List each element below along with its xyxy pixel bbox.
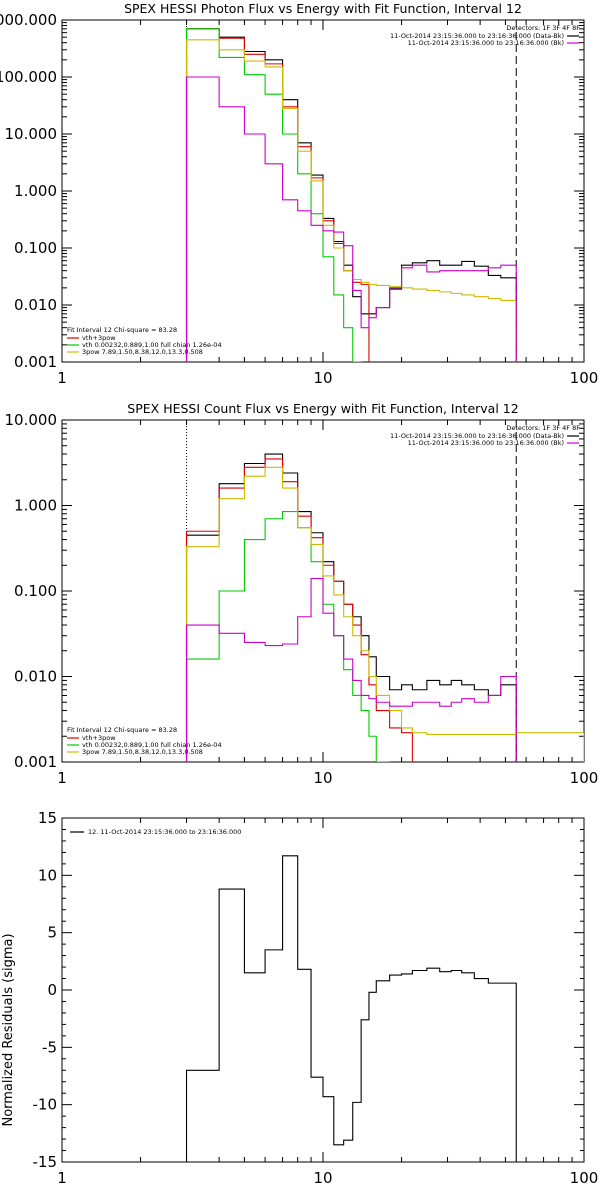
y-tick-label-2: -5: [42, 1038, 57, 1056]
fit-legend-entry-1-0: vth+3pow: [82, 734, 116, 742]
y-tick-label-0: 0.010: [14, 296, 57, 314]
fit-legend-entry-1-2: 3pow 7.89,1.50,8.38,12.0,13.3,0.508: [82, 748, 203, 756]
y-tick-label-0: 1.000: [14, 182, 57, 200]
legend-header-1: Detectors: 1F 3F 4F 8F: [506, 424, 580, 432]
fit-info-text-1: Fit Interval 12 Chi-square = 83.28: [67, 726, 177, 734]
fit-info-text-0: Fit Interval 12 Chi-square = 83.28: [67, 326, 177, 334]
fit-legend-entry-1-1: vth 0.00232,0.889,1.00 full chian 1.26e-…: [82, 741, 222, 749]
y-tick-label-2: -10: [33, 1096, 58, 1114]
legend-entry-0-0: 11-Oct-2014 23:15:36.000 to 23:16:36.000…: [390, 32, 564, 40]
chart-title-1: SPEX HESSI Count Flux vs Energy with Fit…: [127, 401, 518, 416]
x-tick-label-2: 100: [570, 1169, 599, 1187]
y-tick-label-2: -15: [33, 1153, 58, 1171]
y-tick-label-1: 1.000: [14, 497, 57, 515]
x-tick-label-0: 10: [313, 369, 332, 387]
series-line-1-3: [185, 466, 584, 762]
series-line-1-2: [185, 510, 403, 762]
legend-entry-1-0: 11-Oct-2014 23:15:36.000 to 23:16:36.000…: [390, 432, 564, 440]
x-tick-label-0: 100: [570, 369, 599, 387]
series-line-0-4: [185, 76, 517, 362]
series-line-0-1: [185, 28, 370, 362]
legend-header-0: Detectors: 1F 3F 4F 8F: [506, 24, 580, 32]
y-tick-label-0: 100.000: [0, 68, 57, 86]
fit-legend-entry-0-1: vth 0.00232,0.889,1.00 full chian 1.26e-…: [82, 341, 222, 349]
y-tick-label-1: 0.001: [14, 753, 57, 771]
series-line-1-4: [185, 577, 517, 762]
fit-legend-entry-0-0: vth+3pow: [82, 334, 116, 342]
chart-title-0: SPEX HESSI Photon Flux vs Energy with Fi…: [124, 1, 522, 16]
legend-entry-2-0: 12. 11-Oct-2014 23:15:36.000 to 23:16:36…: [88, 828, 241, 836]
y-tick-label-2: 10: [38, 866, 57, 884]
fit-legend-entry-0-2: 3pow 7.89,1.50,8.38,12.0,13.3,0.508: [82, 348, 203, 356]
series-line-0-2: [185, 28, 370, 362]
plot-frame-2: [61, 817, 585, 1163]
series-line-0-3: [185, 39, 517, 362]
y-tick-label-0: 0.001: [14, 353, 57, 371]
y-tick-label-0: 10.000: [5, 125, 58, 143]
x-tick-label-1: 1: [57, 769, 67, 787]
legend-entry-1-1: 11-Oct-2014 23:15:36.000 to 23:16:36.000…: [408, 439, 564, 447]
series-line-1-1: [185, 458, 413, 762]
legend-entry-0-1: 11-Oct-2014 23:15:36.000 to 23:16:36.000…: [408, 39, 564, 47]
x-tick-label-1: 100: [570, 769, 599, 787]
y-tick-label-2: 15: [38, 809, 57, 827]
y-tick-label-1: 0.010: [14, 668, 57, 686]
series-line-1-0: [185, 453, 517, 762]
y-tick-label-0: 0.100: [14, 239, 57, 257]
y-tick-label-1: 0.100: [14, 582, 57, 600]
x-tick-label-2: 1: [57, 1169, 67, 1187]
x-tick-label-2: 10: [313, 1169, 332, 1187]
y-axis-label-2: Normalized Residuals (sigma): [1, 933, 16, 1126]
x-tick-label-0: 1: [57, 369, 67, 387]
x-tick-label-1: 10: [313, 769, 332, 787]
y-tick-label-2: 0: [47, 981, 57, 999]
series-line-0-0: [185, 28, 517, 362]
y-tick-label-1: 10.000: [5, 411, 58, 429]
y-tick-label-2: 5: [47, 924, 57, 942]
series-line-2-0: [185, 855, 517, 1162]
